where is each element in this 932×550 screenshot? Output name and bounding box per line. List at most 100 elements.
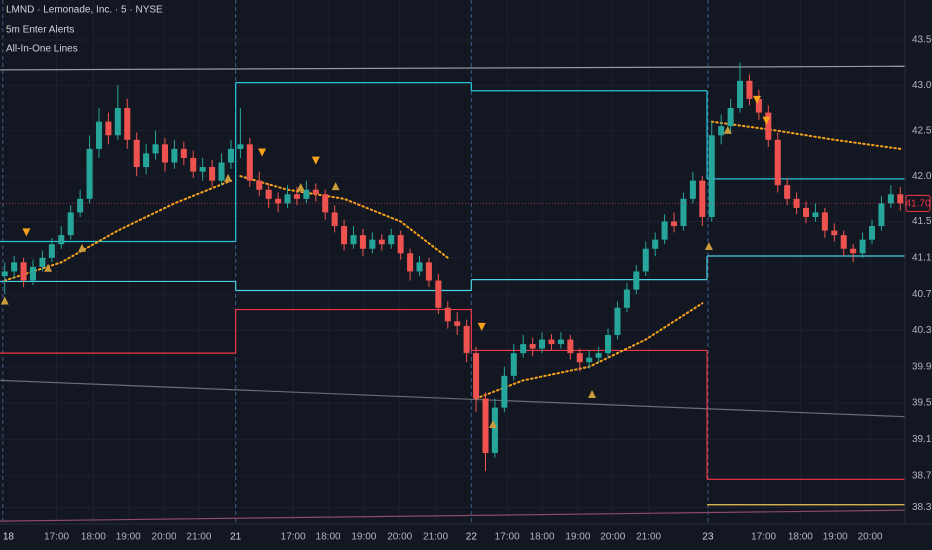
last-price-box — [905, 194, 931, 212]
candle-body — [737, 80, 744, 109]
candle-body — [576, 353, 583, 363]
candle-body — [567, 339, 574, 354]
x-tick-label: 22 — [466, 532, 478, 543]
dotted-line — [239, 175, 449, 259]
x-tick-label: 20:00 — [600, 532, 625, 543]
candle-body — [237, 144, 244, 149]
candle-body — [539, 339, 546, 349]
candle-body — [821, 212, 828, 231]
x-tick-label: 20:00 — [387, 532, 412, 543]
y-tick-label: 39.90 — [912, 361, 932, 372]
candle-body — [425, 262, 432, 281]
dotted-line — [710, 120, 902, 150]
candle-body — [746, 80, 753, 99]
candle-body — [793, 198, 800, 208]
candle-body — [303, 189, 310, 199]
candle-body — [246, 144, 253, 181]
x-tick-label: 20:00 — [152, 532, 177, 543]
candle-body — [58, 235, 65, 245]
candle-body — [491, 407, 498, 454]
signal-down — [477, 322, 486, 331]
candle-body — [727, 108, 734, 127]
candle-body — [652, 239, 659, 249]
candle-body — [341, 226, 348, 245]
candle-body — [114, 108, 121, 136]
x-tick-label: 18:00 — [316, 532, 341, 543]
candle-body — [161, 144, 168, 163]
candle-body — [124, 108, 131, 140]
candle-body — [868, 226, 876, 240]
y-tick-label: 39.50 — [912, 398, 932, 409]
signal-down — [22, 228, 31, 237]
candle-body — [671, 221, 678, 227]
plot-area — [0, 0, 906, 522]
x-tick-label: 17:00 — [495, 532, 520, 543]
candle-body — [180, 148, 187, 158]
x-tick-label: 19:00 — [565, 532, 590, 543]
x-tick-label: 19:00 — [116, 532, 141, 543]
candle-body — [520, 344, 527, 354]
candle-body — [784, 185, 791, 199]
candle-body — [378, 239, 385, 245]
x-tick-label: 18:00 — [81, 532, 106, 543]
signal-up — [723, 125, 732, 134]
candle-body — [708, 135, 715, 217]
candle-body — [878, 203, 885, 227]
signal-down — [258, 148, 267, 157]
trend-line — [0, 65, 906, 71]
candle-body — [454, 321, 461, 326]
candle-body — [463, 325, 470, 354]
candle-body — [605, 334, 612, 354]
candle-body — [557, 339, 564, 345]
candle-body — [548, 339, 555, 345]
candle-body — [199, 167, 206, 172]
x-tick-label: 18:00 — [530, 532, 555, 543]
candle-body — [322, 194, 329, 213]
candle-body — [397, 235, 404, 254]
candle-body — [67, 212, 74, 236]
candle-body — [39, 257, 46, 267]
candle-body — [482, 398, 489, 454]
candle-body — [510, 353, 517, 376]
y-tick-label: 41.10 — [912, 252, 932, 263]
candle-body — [293, 194, 300, 199]
candle-body — [435, 280, 442, 308]
candle-body — [501, 375, 508, 408]
candle-body — [275, 198, 282, 204]
candle-body — [595, 353, 602, 358]
candle-body — [840, 235, 847, 249]
y-tick-label: 43.50 — [912, 35, 932, 46]
candle-body — [689, 180, 696, 199]
signal-up — [704, 242, 713, 251]
y-tick-label: 38.35 — [912, 502, 932, 513]
signal-down — [762, 116, 771, 125]
signal-up — [44, 263, 53, 272]
x-tick-label: 21 — [230, 532, 242, 543]
signal-down — [752, 95, 761, 104]
candle-body — [143, 153, 150, 168]
x-tick-label: 21:00 — [636, 532, 661, 543]
x-tick-label: 18:00 — [788, 532, 813, 543]
candle-body — [774, 139, 781, 186]
signal-up — [0, 296, 9, 305]
candle-body — [718, 126, 725, 136]
candle-body — [1, 271, 8, 276]
candle-body — [802, 207, 810, 217]
signal-down — [311, 156, 320, 165]
candle-body — [529, 344, 536, 349]
candle-body — [765, 112, 772, 140]
candle-body — [171, 148, 178, 163]
candle-body — [642, 248, 649, 272]
candle-body — [473, 353, 480, 399]
x-tick-label: 21:00 — [186, 532, 211, 543]
candle-body — [633, 271, 640, 290]
x-tick-label: 17:00 — [751, 532, 776, 543]
candle-body — [859, 239, 866, 254]
candle-body — [369, 239, 376, 249]
y-tick-label: 39.10 — [912, 434, 932, 445]
x-tick-label: 23 — [702, 532, 714, 543]
candle-body — [11, 262, 18, 272]
candle-body — [331, 212, 338, 227]
